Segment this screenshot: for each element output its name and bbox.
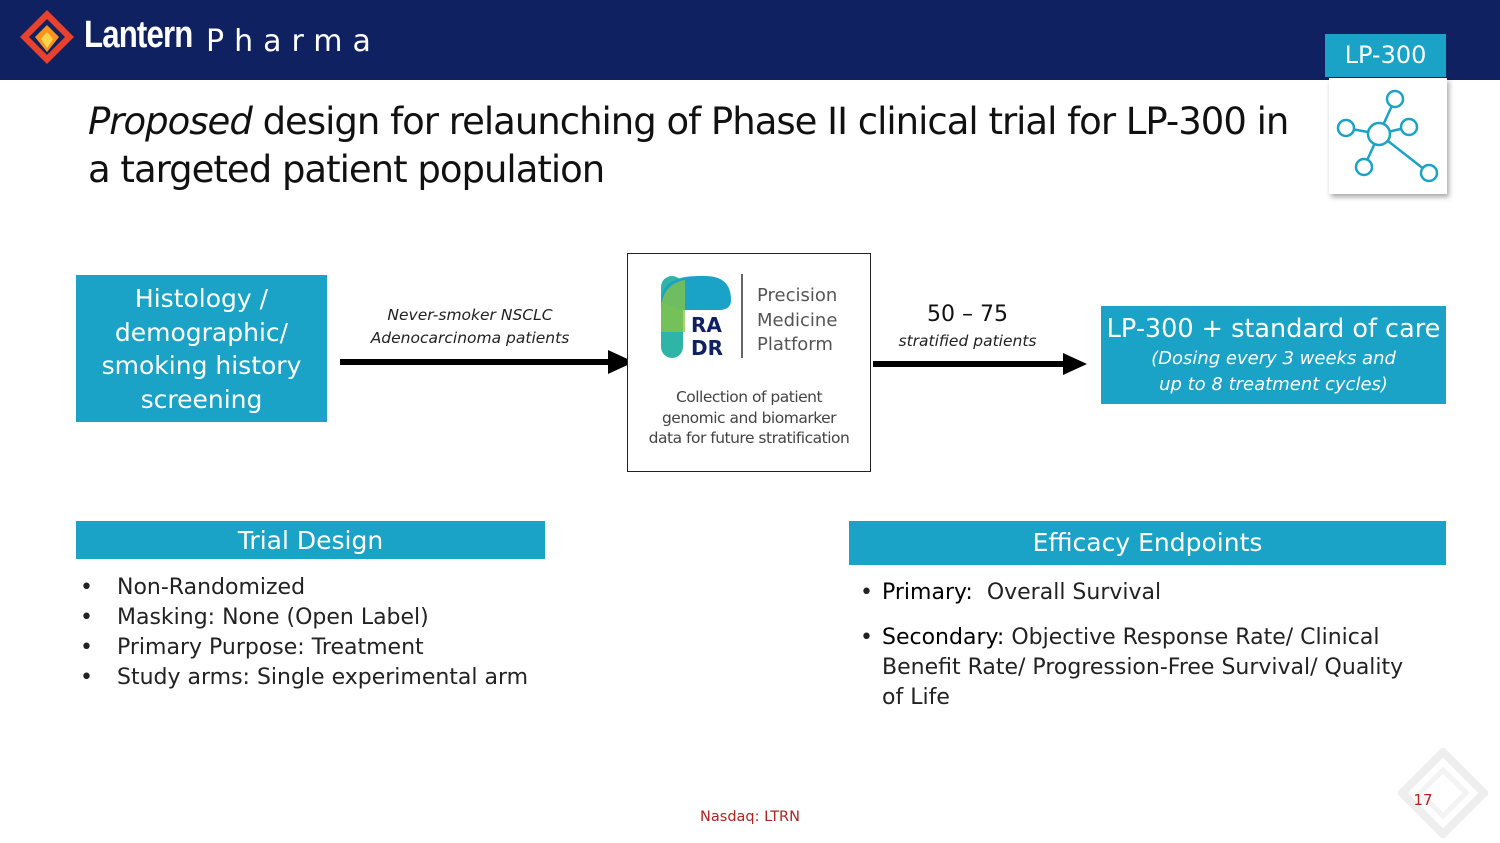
arrow-right-icon (340, 350, 634, 374)
cohort-label: Never-smoker NSCLC Adenocarcinoma patien… (352, 304, 588, 350)
list-item-text: Masking: None (Open Label) (117, 605, 429, 630)
efficacy-endpoints-list: • Primary: Overall Survival • Secondary: O… (860, 578, 1430, 713)
caption-line3: data for future stratification (648, 429, 850, 447)
lantern-logo-icon (20, 10, 74, 64)
caption-line1: Collection of patient (675, 388, 823, 406)
endpoint-key: Primary: (882, 580, 973, 605)
program-icon-card (1329, 78, 1447, 194)
title-rest: design for relaunching of Phase II clini… (88, 100, 1289, 191)
list-item: • Study arms: Single experimental arm (80, 663, 600, 693)
list-item: • Masking: None (Open Label) (80, 603, 600, 633)
treatment-detail-line2: up to 8 treatment cycles) (1159, 373, 1388, 395)
page-number: 17 (1413, 791, 1433, 809)
treatment-box: LP-300 + standard of care (Dosing every … (1101, 306, 1446, 404)
list-item-text: Primary Purpose: Treatment (117, 635, 424, 660)
footer-ticker: Nasdaq: LTRN (700, 809, 800, 825)
list-item: • Non-Randomized (80, 573, 600, 603)
radr-logo-icon: RA DR (661, 274, 743, 360)
list-item: • Primary: Overall Survival (860, 578, 1430, 608)
radr-platform-name: Precision Medicine Platform (757, 284, 837, 358)
bullet-icon: • (80, 665, 93, 690)
list-item-text: Non-Randomized (117, 575, 306, 600)
endpoint-key: Secondary: (882, 625, 1005, 650)
bullet-icon: • (80, 575, 93, 600)
cohort-label-line2: Adenocarcinoma patients (370, 329, 570, 347)
patient-count: 50 – 75 (927, 302, 1008, 327)
platform-line2: Medicine (757, 309, 838, 331)
molecule-network-icon (1336, 89, 1439, 183)
bullet-icon: • (860, 580, 873, 605)
bullet-icon: • (80, 605, 93, 630)
svg-text:RA: RA (691, 313, 722, 337)
bullet-icon: • (80, 635, 93, 660)
cohort-label-line1: Never-smoker NSCLC (387, 306, 553, 324)
page-title: Proposed design for relaunching of Phase… (88, 98, 1318, 194)
caption-line2: genomic and biomarker (661, 408, 837, 427)
list-item: • Secondary: Objective Response Rate/ Cli… (860, 623, 1430, 713)
brand-name: Lantern (84, 14, 193, 56)
platform-line1: Precision (757, 285, 838, 306)
faded-diamond-icon (1398, 748, 1488, 838)
list-item-text: Study arms: Single experimental arm (117, 665, 529, 690)
platform-line3: Platform (757, 334, 833, 355)
endpoint-text: Overall Survival (972, 580, 1162, 605)
screening-box: Histology / demographic/ smoking history… (76, 275, 327, 422)
radr-caption: Collection of patient genomic and biomar… (629, 387, 869, 449)
treatment-detail-line1: (Dosing every 3 weeks and (1151, 348, 1396, 369)
bullet-icon: • (860, 625, 873, 650)
trial-design-header: Trial Design (76, 521, 545, 559)
svg-text:DR: DR (691, 336, 723, 360)
patient-count-label: stratified patients (898, 332, 1037, 350)
efficacy-endpoints-header: Efficacy Endpoints (849, 521, 1446, 565)
list-item: • Primary Purpose: Treatment (80, 633, 600, 663)
treatment-detail: (Dosing every 3 weeks and up to 8 treatm… (1101, 346, 1446, 397)
brand-subtitle: Pharma (206, 24, 381, 59)
endpoint-text: Objective Response Rate/ Clinical Benefi… (882, 625, 1411, 710)
title-italic: Proposed (88, 100, 253, 143)
arrow-right-icon (873, 353, 1087, 375)
header-bar (0, 0, 1500, 80)
program-tag: LP-300 (1325, 34, 1446, 77)
trial-design-list: • Non-Randomized • Masking: None (Open Lab… (80, 573, 600, 693)
screening-text: Histology / demographic/ smoking history… (101, 284, 302, 414)
treatment-title: LP-300 + standard of care (1106, 314, 1441, 344)
